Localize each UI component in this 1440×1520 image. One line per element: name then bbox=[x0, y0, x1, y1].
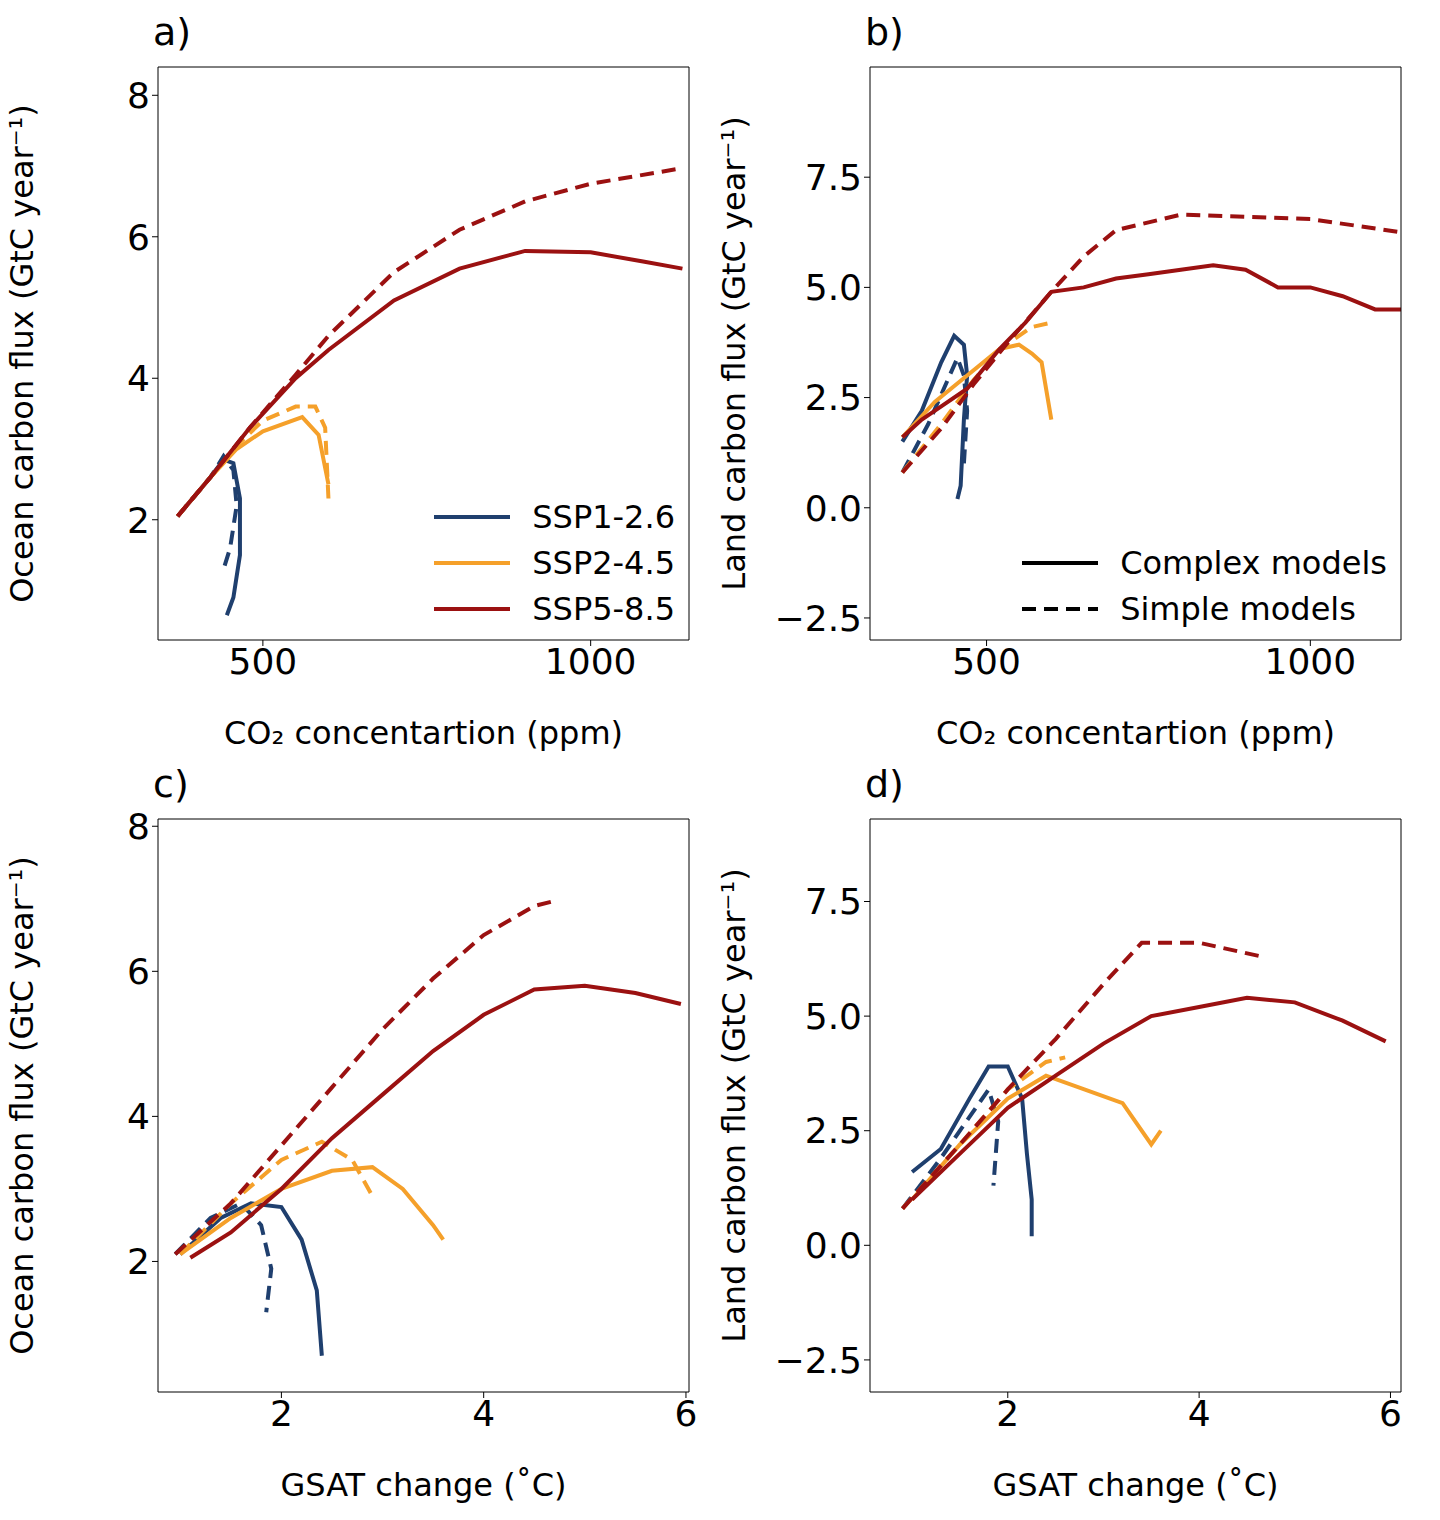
html-text:SSP1-2.6: SSP1-2.6 bbox=[532, 498, 675, 536]
svg-text:1000: 1000 bbox=[1265, 641, 1357, 682]
html-text:c): c) bbox=[153, 762, 189, 806]
svg-text:6: 6 bbox=[675, 1393, 698, 1434]
svg-text:5.0: 5.0 bbox=[805, 267, 862, 308]
svg-text:2: 2 bbox=[127, 500, 150, 541]
html-text:SSP5-8.5: SSP5-8.5 bbox=[532, 590, 675, 628]
svg-text:0.0: 0.0 bbox=[805, 488, 862, 529]
html-text:a): a) bbox=[153, 10, 192, 54]
svg-text:CO₂ concentartion (ppm): CO₂ concentartion (ppm) bbox=[224, 714, 623, 752]
svg-text:2: 2 bbox=[996, 1393, 1019, 1434]
svg-text:7.5: 7.5 bbox=[805, 881, 862, 922]
html-text:b): b) bbox=[865, 10, 904, 54]
svg-text:Ocean carbon flux (GtC year⁻¹): Ocean carbon flux (GtC year⁻¹) bbox=[8, 856, 41, 1355]
svg-text:8: 8 bbox=[127, 75, 150, 116]
svg-text:2: 2 bbox=[127, 1241, 150, 1282]
svg-text:6: 6 bbox=[127, 217, 150, 258]
svg-text:GSAT change (˚C): GSAT change (˚C) bbox=[280, 1466, 566, 1504]
svg-text:500: 500 bbox=[229, 641, 298, 682]
svg-text:2.5: 2.5 bbox=[805, 1110, 862, 1151]
svg-text:8: 8 bbox=[127, 806, 150, 847]
svg-text:−2.5: −2.5 bbox=[775, 1340, 862, 1381]
svg-text:−2.5: −2.5 bbox=[775, 598, 862, 639]
svg-text:Ocean carbon flux (GtC year⁻¹): Ocean carbon flux (GtC year⁻¹) bbox=[8, 104, 41, 603]
svg-text:4: 4 bbox=[127, 1096, 150, 1137]
svg-text:5.0: 5.0 bbox=[805, 996, 862, 1037]
svg-text:2: 2 bbox=[270, 1393, 293, 1434]
svg-text:Land carbon flux (GtC year⁻¹): Land carbon flux (GtC year⁻¹) bbox=[720, 868, 753, 1342]
svg-text:6: 6 bbox=[127, 951, 150, 992]
svg-text:500: 500 bbox=[952, 641, 1021, 682]
html-text:Complex models: Complex models bbox=[1120, 544, 1387, 582]
svg-text:2.5: 2.5 bbox=[805, 377, 862, 418]
svg-text:GSAT change (˚C): GSAT change (˚C) bbox=[992, 1466, 1278, 1504]
svg-text:0.0: 0.0 bbox=[805, 1225, 862, 1266]
html-text:Simple models: Simple models bbox=[1120, 590, 1356, 628]
svg-text:7.5: 7.5 bbox=[805, 157, 862, 198]
svg-text:Land carbon flux (GtC year⁻¹): Land carbon flux (GtC year⁻¹) bbox=[720, 116, 753, 590]
svg-text:6: 6 bbox=[1379, 1393, 1402, 1434]
svg-text:1000: 1000 bbox=[545, 641, 637, 682]
svg-text:4: 4 bbox=[127, 358, 150, 399]
html-text:d): d) bbox=[865, 762, 904, 806]
svg-text:4: 4 bbox=[1188, 1393, 1211, 1434]
svg-text:CO₂ concentartion (ppm): CO₂ concentartion (ppm) bbox=[936, 714, 1335, 752]
svg-text:4: 4 bbox=[472, 1393, 495, 1434]
html-text:SSP2-4.5: SSP2-4.5 bbox=[532, 544, 675, 582]
